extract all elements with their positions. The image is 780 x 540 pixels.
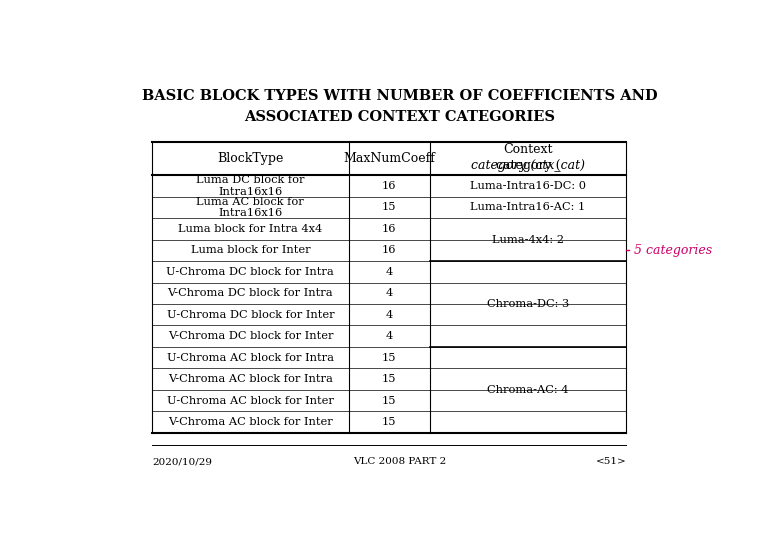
Text: VLC 2008 PART 2: VLC 2008 PART 2 xyxy=(353,457,446,467)
Text: MaxNumCoeff: MaxNumCoeff xyxy=(343,152,435,165)
Text: Luma AC block for
Intra16x16: Luma AC block for Intra16x16 xyxy=(197,197,304,218)
Text: 4: 4 xyxy=(385,331,393,341)
Text: Luma DC block for
Intra16x16: Luma DC block for Intra16x16 xyxy=(196,175,305,197)
Text: BlockType: BlockType xyxy=(217,152,284,165)
Text: Chroma-DC: 3: Chroma-DC: 3 xyxy=(487,299,569,309)
Text: Luma-Intra16-AC: 1: Luma-Intra16-AC: 1 xyxy=(470,202,586,212)
Text: V-Chroma AC block for Inter: V-Chroma AC block for Inter xyxy=(168,417,333,427)
Text: 15: 15 xyxy=(382,353,396,363)
Text: Chroma-AC: 4: Chroma-AC: 4 xyxy=(488,385,569,395)
Text: Luma block for Intra 4x4: Luma block for Intra 4x4 xyxy=(179,224,322,234)
Text: V-Chroma AC block for Intra: V-Chroma AC block for Intra xyxy=(168,374,333,384)
Text: ASSOCIATED CONTEXT CATEGORIES: ASSOCIATED CONTEXT CATEGORIES xyxy=(244,110,555,124)
Text: category (: category ( xyxy=(495,159,560,172)
Text: 4: 4 xyxy=(385,310,393,320)
Text: 2020/10/29: 2020/10/29 xyxy=(152,457,212,467)
Text: 4: 4 xyxy=(385,288,393,298)
Text: Luma-Intra16-DC: 0: Luma-Intra16-DC: 0 xyxy=(470,181,586,191)
Text: 4: 4 xyxy=(385,267,393,277)
Text: Context: Context xyxy=(503,143,553,156)
Text: 16: 16 xyxy=(382,181,396,191)
Text: 15: 15 xyxy=(382,417,396,427)
Text: category (ctx_cat): category (ctx_cat) xyxy=(471,159,585,172)
Text: V-Chroma DC block for Inter: V-Chroma DC block for Inter xyxy=(168,331,333,341)
Text: U-Chroma AC block for Intra: U-Chroma AC block for Intra xyxy=(167,353,334,363)
Text: 15: 15 xyxy=(382,396,396,406)
Text: BASIC BLOCK TYPES WITH NUMBER OF COEFFICIENTS AND: BASIC BLOCK TYPES WITH NUMBER OF COEFFIC… xyxy=(142,89,658,103)
Text: V-Chroma DC block for Intra: V-Chroma DC block for Intra xyxy=(168,288,333,298)
Text: 16: 16 xyxy=(382,245,396,255)
Text: 15: 15 xyxy=(382,202,396,212)
Text: 16: 16 xyxy=(382,224,396,234)
Text: U-Chroma DC block for Inter: U-Chroma DC block for Inter xyxy=(167,310,334,320)
Text: <51>: <51> xyxy=(596,457,626,467)
Text: U-Chroma AC block for Inter: U-Chroma AC block for Inter xyxy=(167,396,334,406)
Text: U-Chroma DC block for Intra: U-Chroma DC block for Intra xyxy=(166,267,335,277)
Text: 15: 15 xyxy=(382,374,396,384)
Text: Luma block for Inter: Luma block for Inter xyxy=(190,245,310,255)
Text: Luma-4x4: 2: Luma-4x4: 2 xyxy=(492,234,564,245)
Text: 5 categories: 5 categories xyxy=(633,244,712,257)
